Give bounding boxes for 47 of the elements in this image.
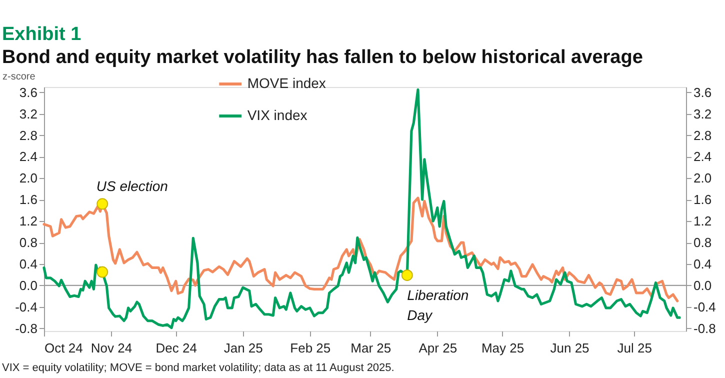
point	[401, 269, 413, 281]
y-tick-label: 3.2	[19, 106, 38, 122]
y-tick-label: 2.4	[19, 149, 38, 164]
y2-tick-label: 2.4	[694, 149, 712, 164]
y2-tick-label: 3.6	[694, 84, 712, 100]
y-axis-title: z-score	[2, 72, 36, 82]
line-series	[42, 196, 679, 302]
text: VIX = equity volatility; MOVE = bond market volatility; data as at 11 August 2025.	[2, 362, 394, 374]
y2-tick-label: 2.0	[694, 170, 712, 186]
annotation: US election	[96, 178, 168, 194]
legend-label: VIX index	[247, 107, 308, 123]
y-tick-label: 0.8	[19, 235, 38, 250]
x-tick-label: Jan 25	[224, 340, 263, 356]
x-tick-label: Oct 24	[44, 340, 83, 356]
x-tick-label: Apr 25	[418, 340, 458, 356]
y-tick-label: -0.8	[15, 320, 38, 336]
x-tick-label: Feb 25	[290, 340, 331, 356]
y-tick-label: 2.8	[19, 128, 38, 143]
y2-tick-label: 1.2	[694, 214, 712, 229]
y2-tick-label: 3.2	[694, 106, 712, 122]
y2-tick-label: 0.8	[694, 235, 712, 250]
point	[96, 266, 108, 278]
x-tick-label: Dec 24	[156, 340, 197, 356]
y-tick-label: 0.0	[19, 278, 38, 293]
y2-tick-label: 0.4	[694, 256, 712, 272]
line-series	[42, 88, 681, 330]
y-tick-label: 2.0	[19, 170, 38, 186]
x-tick-label: Jul 25	[617, 340, 652, 356]
y2-tick-label: 1.6	[694, 192, 712, 208]
chart-title: Exhibit 1	[2, 24, 82, 45]
y-tick-label: 0.4	[19, 256, 38, 272]
y2-tick-label: -0.4	[694, 299, 716, 314]
y2-tick-label: -0.8	[694, 320, 716, 336]
point	[96, 198, 108, 210]
x-tick-label: Nov 24	[90, 340, 132, 356]
x-tick-label: Mar 25	[350, 340, 392, 356]
y-tick-label: 1.2	[19, 214, 38, 229]
x-tick-label: May 25	[481, 340, 524, 356]
chart-subtitle: Bond and equity market volatility has fallen to below historical average	[2, 47, 643, 68]
annotation: Liberation Day	[407, 287, 469, 324]
y-tick-label: -0.4	[15, 299, 38, 314]
x-tick-label: Jun 25	[550, 340, 590, 356]
y2-tick-label: 2.8	[694, 128, 712, 143]
y-tick-label: 3.6	[19, 84, 38, 100]
y-tick-label: 1.6	[19, 192, 38, 208]
y2-tick-label: 0.0	[694, 278, 712, 293]
legend-label: MOVE index	[247, 75, 326, 91]
